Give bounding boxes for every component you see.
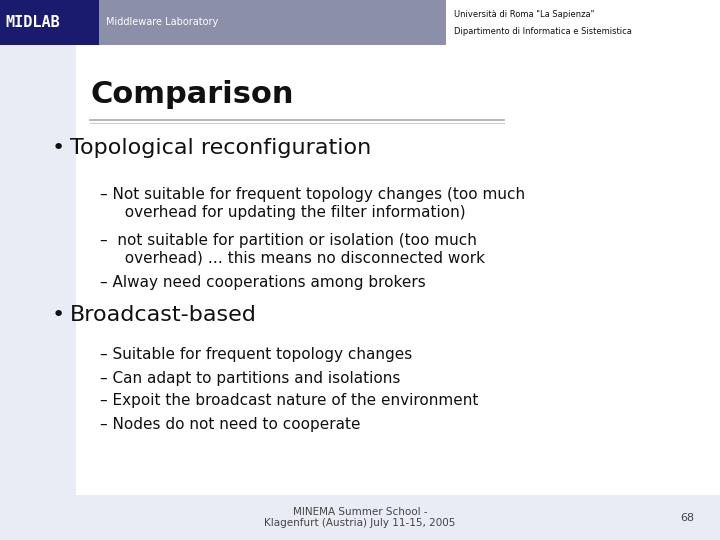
Text: overhead) … this means no disconnected work: overhead) … this means no disconnected w…	[115, 251, 485, 266]
Text: •: •	[52, 138, 66, 158]
Text: – Can adapt to partitions and isolations: – Can adapt to partitions and isolations	[100, 370, 400, 386]
Text: Dipartimento di Informatica e Sistemistica: Dipartimento di Informatica e Sistemisti…	[454, 27, 631, 36]
Text: MINEMA Summer School -
Klagenfurt (Austria) July 11-15, 2005: MINEMA Summer School - Klagenfurt (Austr…	[264, 507, 456, 528]
Text: 68: 68	[680, 512, 695, 523]
Text: MIDLAB: MIDLAB	[6, 15, 60, 30]
Text: – Alway need cooperations among brokers: – Alway need cooperations among brokers	[100, 275, 426, 291]
Text: – Not suitable for frequent topology changes (too much: – Not suitable for frequent topology cha…	[100, 186, 525, 201]
Text: Topological reconfiguration: Topological reconfiguration	[70, 138, 372, 158]
Text: Università di Roma "La Sapienza": Università di Roma "La Sapienza"	[454, 10, 594, 19]
Text: –  not suitable for partition or isolation (too much: – not suitable for partition or isolatio…	[100, 233, 477, 247]
Text: Middleware Laboratory: Middleware Laboratory	[106, 17, 218, 28]
Text: Broadcast-based: Broadcast-based	[70, 305, 257, 325]
Text: – Suitable for frequent topology changes: – Suitable for frequent topology changes	[100, 348, 413, 362]
Text: overhead for updating the filter information): overhead for updating the filter informa…	[115, 205, 466, 219]
Text: – Nodes do not need to cooperate: – Nodes do not need to cooperate	[100, 416, 361, 431]
Text: – Expoit the broadcast nature of the environment: – Expoit the broadcast nature of the env…	[100, 394, 478, 408]
Text: Comparison: Comparison	[90, 80, 294, 109]
Text: •: •	[52, 305, 66, 325]
